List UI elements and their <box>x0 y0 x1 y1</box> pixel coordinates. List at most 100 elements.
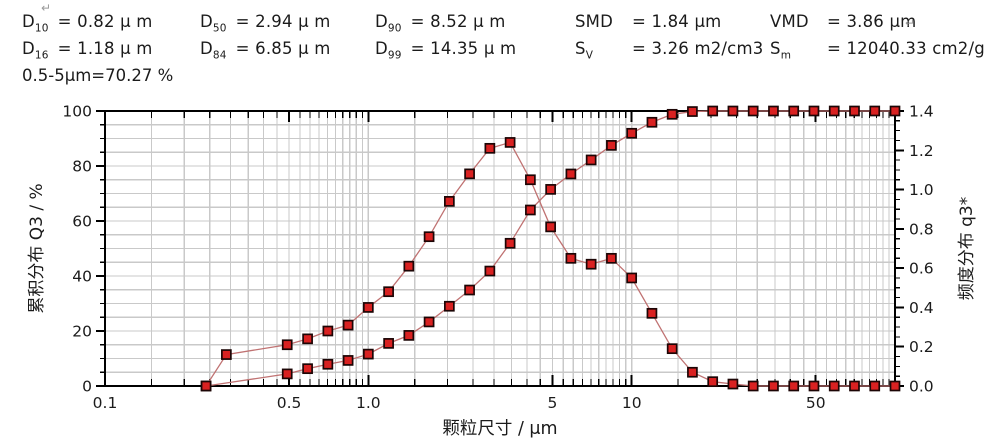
series-frequency-distribution-q3star <box>200 137 901 392</box>
data-point-marker <box>504 137 516 148</box>
stat-d84: D84 = 6.85 μ m <box>200 39 331 62</box>
x-tick-label: 50 <box>806 394 826 412</box>
data-point-marker <box>727 378 739 390</box>
data-point-marker <box>626 127 638 139</box>
data-point-marker <box>808 105 820 117</box>
stat-d50: D50 = 2.94 μ m <box>200 12 331 35</box>
data-point-marker <box>342 355 354 366</box>
data-point-marker <box>383 338 394 349</box>
data-point-marker <box>828 380 840 392</box>
data-point-marker <box>585 258 597 270</box>
data-point-marker <box>322 358 334 370</box>
stat-sm: Sm = 12040.33 cm2/g <box>770 39 985 62</box>
y-left-tick-label: 100 <box>62 103 92 121</box>
data-point-marker <box>221 349 232 360</box>
data-point-marker <box>383 286 394 298</box>
grid-lines <box>105 111 895 386</box>
data-point-marker <box>707 376 719 388</box>
data-point-marker <box>200 380 212 392</box>
y-right-tick-label: 0.2 <box>909 338 934 356</box>
data-point-marker <box>342 319 354 331</box>
data-point-marker <box>322 325 334 337</box>
stat-d10: D10 = 0.82 μ m <box>22 12 153 35</box>
y-right-tick-label: 0.8 <box>909 220 934 238</box>
data-point-marker <box>646 307 658 319</box>
data-point-marker <box>727 105 739 117</box>
axis-ticks <box>96 110 904 387</box>
data-point-marker <box>747 105 759 117</box>
data-point-marker <box>788 380 800 392</box>
y-right-tick-label: 0.4 <box>909 299 934 317</box>
series-cumulative-distribution-Q3 <box>200 105 901 392</box>
stat-vmd: VMD = 3.86 μm <box>770 12 917 31</box>
data-point-marker <box>828 105 840 117</box>
x-axis-title: 颗粒尺寸 / μm <box>442 419 557 439</box>
data-point-marker <box>687 106 698 117</box>
data-point-marker <box>565 252 577 264</box>
y-right-tick-label: 1.0 <box>909 181 934 199</box>
data-point-marker <box>362 302 374 313</box>
data-point-marker <box>768 105 779 117</box>
x-tick-label: 0.1 <box>93 394 118 412</box>
data-point-marker <box>889 105 901 117</box>
x-tick-label: 10 <box>622 394 642 412</box>
stat-smd: SMD = 1.84 μm <box>575 12 722 31</box>
x-tick-label: 5 <box>547 394 557 412</box>
y-left-axis-title: 累积分布 Q3 / % <box>27 183 47 313</box>
data-point-marker <box>423 316 435 328</box>
data-point-marker <box>646 116 658 128</box>
y-left-tick-label: 80 <box>72 158 92 176</box>
data-point-marker <box>464 284 475 296</box>
data-point-marker <box>565 168 577 180</box>
return-mark-top: ↵ <box>41 1 52 15</box>
tick-labels: 0.1 0.5 1.0 5 10 50 0 20 40 60 80 100 0.0 0.2 0.4 0.6 0.… <box>62 103 933 413</box>
data-point-marker <box>444 300 455 312</box>
y-left-tick-label: 40 <box>72 268 92 286</box>
y-left-tick-label: 0 <box>82 378 92 396</box>
data-point-marker <box>869 380 881 392</box>
data-point-marker <box>747 380 759 392</box>
plot-frame <box>104 110 896 387</box>
y-right-tick-label: 1.2 <box>909 142 934 160</box>
data-point-marker <box>849 380 860 392</box>
data-point-marker <box>889 380 901 392</box>
data-point-marker <box>687 366 698 378</box>
data-point-marker <box>808 380 820 392</box>
return-mark-line1: ↵ <box>905 16 916 30</box>
data-point-marker <box>525 174 536 186</box>
stat-range-fraction: 0.5-5μm=70.27 % <box>22 66 174 85</box>
x-tick-label: 0.5 <box>277 394 302 412</box>
data-point-marker <box>768 380 779 392</box>
stat-d99: D99 = 14.35 μ m <box>375 39 517 62</box>
data-point-marker <box>626 272 638 284</box>
stat-d16: D16 = 1.18 μ m <box>22 39 153 62</box>
data-point-marker <box>707 105 719 117</box>
y-left-tick-label: 60 <box>72 213 92 231</box>
data-point-marker <box>869 105 881 117</box>
data-point-marker <box>484 142 496 154</box>
y-left-tick-label: 20 <box>72 323 92 341</box>
data-point-marker <box>302 333 313 345</box>
data-point-marker <box>484 265 496 277</box>
data-point-marker <box>403 260 415 272</box>
x-tick-label: 1.0 <box>356 394 381 412</box>
data-point-marker <box>545 184 556 195</box>
data-point-marker <box>423 231 435 243</box>
data-point-marker <box>585 154 597 166</box>
data-point-marker <box>666 343 678 355</box>
data-point-marker <box>362 348 374 360</box>
data-point-marker <box>281 368 293 380</box>
y-right-axis-title: 频度分布 q3* <box>957 197 977 301</box>
data-point-marker <box>525 204 536 216</box>
data-point-marker <box>281 339 293 351</box>
data-point-marker <box>849 105 860 117</box>
y-right-tick-label: 0.0 <box>909 378 934 396</box>
data-point-marker <box>666 108 678 120</box>
data-point-marker <box>504 237 516 249</box>
stat-d90: D90 = 8.52 μ m <box>375 12 506 35</box>
data-point-marker <box>788 105 800 117</box>
data-point-marker <box>302 363 313 375</box>
data-point-marker <box>545 221 556 233</box>
